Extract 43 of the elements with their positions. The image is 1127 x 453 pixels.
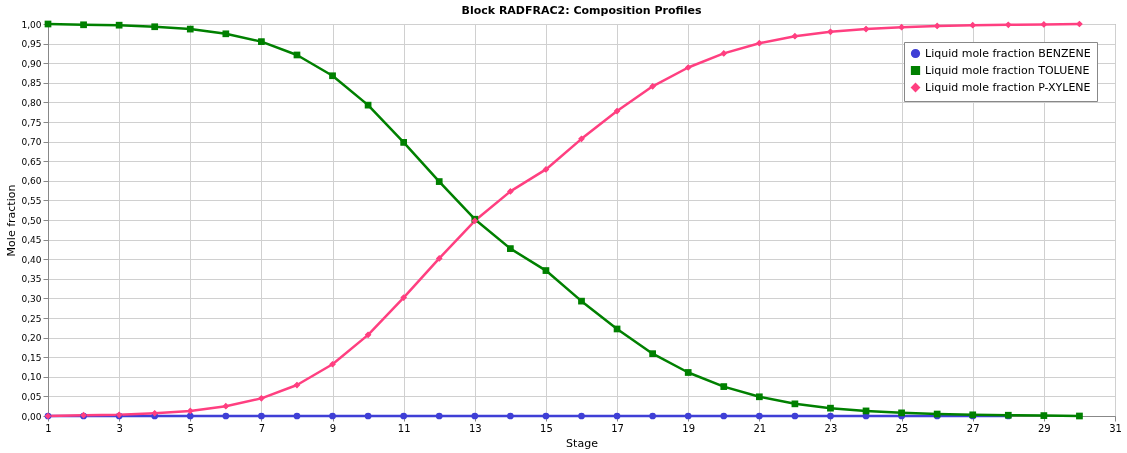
y-tick-label: 0,95 xyxy=(21,39,42,50)
y-tick-label: 0,85 xyxy=(21,78,42,89)
x-tick-label: 9 xyxy=(329,422,337,434)
y-tick-label: 0,40 xyxy=(21,254,42,265)
y-tick-label: 0,35 xyxy=(21,274,42,285)
x-tick-label: 7 xyxy=(258,422,266,434)
x-tick-label: 13 xyxy=(468,422,482,434)
x-tick-label: 19 xyxy=(682,422,696,434)
legend-label: Liquid mole fraction P-XYLENE xyxy=(925,80,1091,94)
y-tick-label: 0,15 xyxy=(21,352,42,363)
y-tick-label: 0,70 xyxy=(21,137,42,148)
x-axis-title: Stage xyxy=(566,436,599,450)
x-tick-label: 1 xyxy=(45,422,52,434)
x-tick-label: 15 xyxy=(540,422,553,434)
x-tick-label: 25 xyxy=(895,422,909,434)
x-tick-label: 17 xyxy=(611,422,624,434)
x-tick-label: 29 xyxy=(1038,422,1051,434)
x-tick-label: 27 xyxy=(966,422,980,434)
x-tick-label: 31 xyxy=(1109,422,1122,434)
y-tick-label: 0,00 xyxy=(21,411,42,422)
legend-label: Liquid mole fraction BENZENE xyxy=(925,46,1091,60)
y-tick-label: 0,45 xyxy=(21,235,42,246)
legend-label: Liquid mole fraction TOLUENE xyxy=(925,63,1090,77)
y-tick-label: 0,50 xyxy=(21,215,42,226)
x-tick-label: 23 xyxy=(824,422,838,434)
y-tick-label: 0,60 xyxy=(21,176,42,187)
x-tick-label: 21 xyxy=(753,422,767,434)
y-tick-label: 1,00 xyxy=(21,19,42,30)
y-tick-label: 0,65 xyxy=(21,156,42,167)
y-tick-label: 0,75 xyxy=(21,117,42,128)
x-tick-label: 3 xyxy=(116,422,123,434)
x-tick-label: 5 xyxy=(187,422,194,434)
y-tick-label: 0,55 xyxy=(21,195,42,206)
y-tick-label: 0,80 xyxy=(21,97,42,108)
y-tick-label: 0,25 xyxy=(21,313,42,324)
y-tick-label: 0,90 xyxy=(21,58,42,69)
chart-title: Block RADFRAC2: Composition Profiles xyxy=(461,4,702,17)
x-tick-label: 11 xyxy=(397,422,411,434)
y-tick-label: 0,05 xyxy=(21,391,42,402)
y-tick-label: 0,20 xyxy=(21,333,42,344)
y-tick-label: 0,10 xyxy=(21,372,42,383)
y-axis-title: Mole fraction xyxy=(5,184,19,257)
y-tick-label: 0,30 xyxy=(21,293,42,304)
